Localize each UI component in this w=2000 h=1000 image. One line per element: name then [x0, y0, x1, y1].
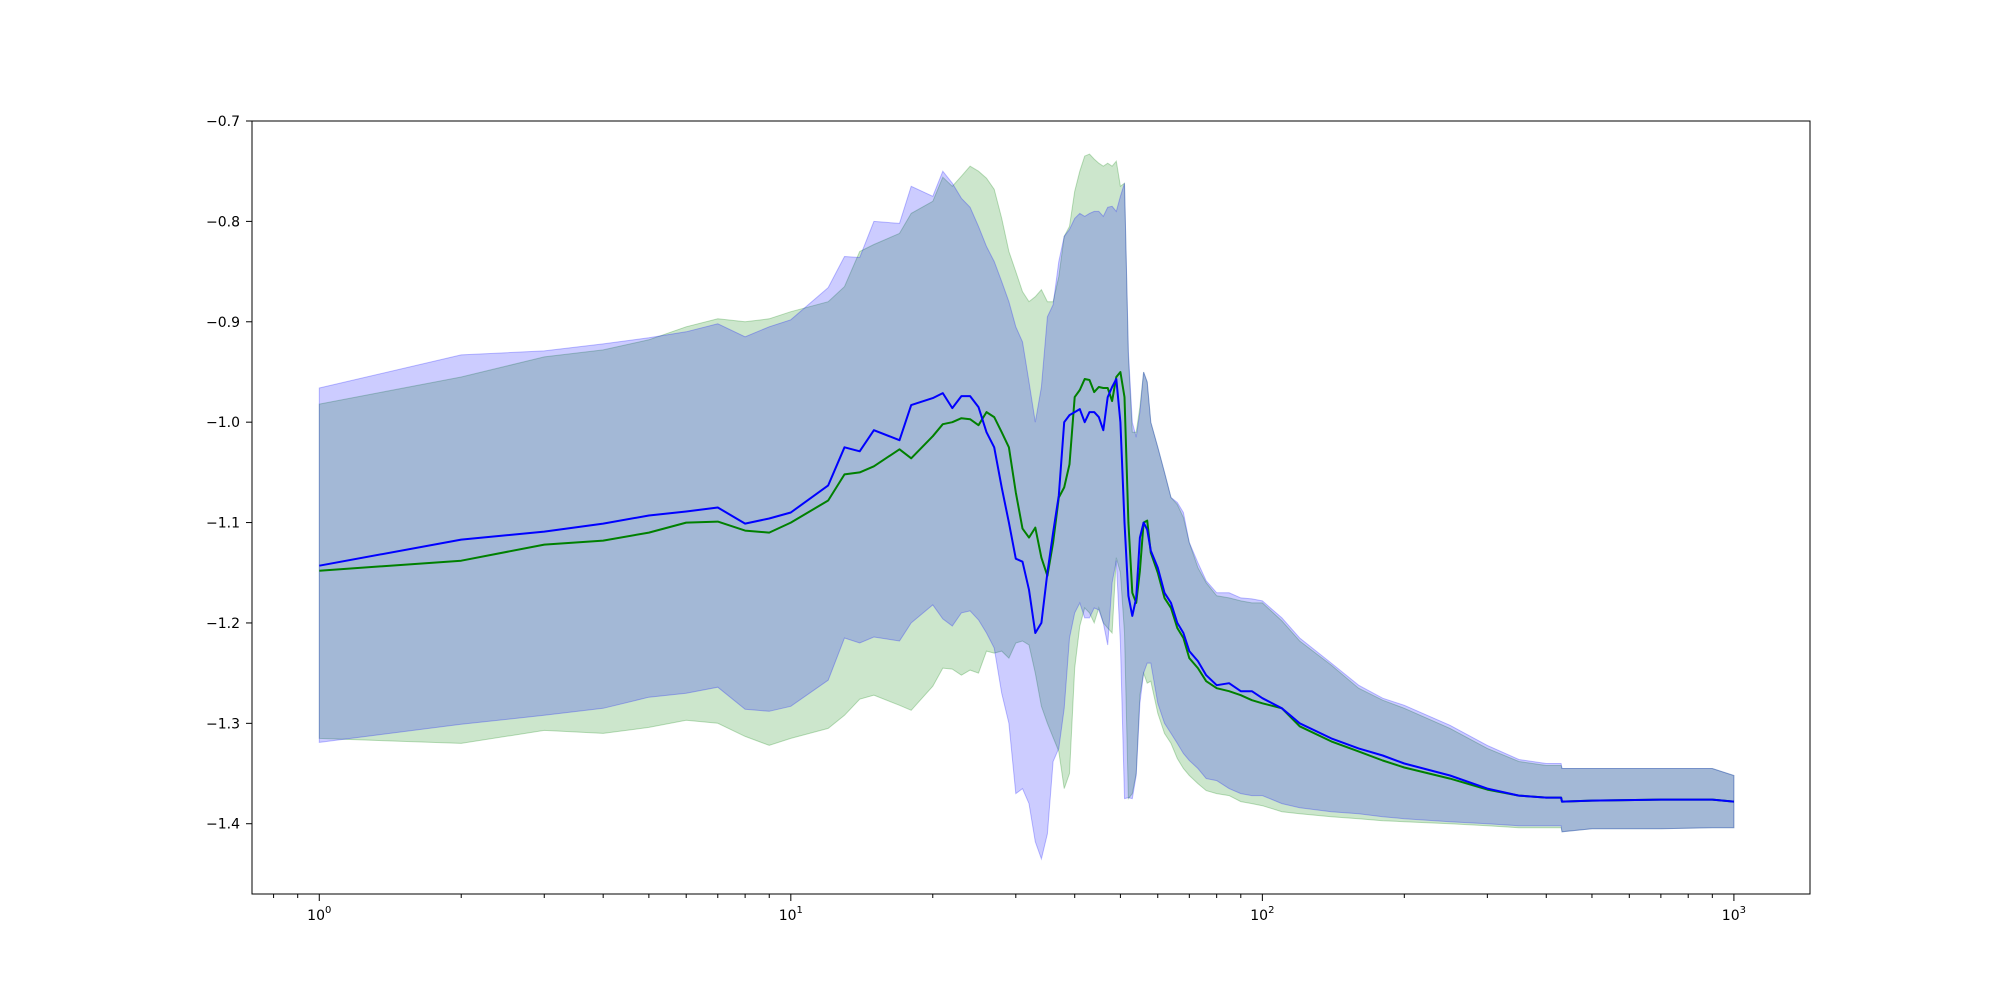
y-tick-label: −1.4 — [206, 817, 240, 833]
blue-mean-line — [319, 378, 1734, 803]
x-tick-label: 100 — [307, 905, 331, 924]
y-tick-label: −0.7 — [206, 114, 240, 130]
x-tick-label: 103 — [1722, 905, 1746, 924]
confidence-bands — [318, 153, 1735, 861]
blue-confidence-band — [318, 170, 1735, 861]
x-axis: 100 101 102 103 — [273, 894, 1746, 924]
mean-lines — [319, 371, 1734, 803]
x-tick-label: 101 — [779, 905, 803, 924]
y-tick-label: −1.0 — [206, 415, 240, 431]
green-mean-line — [319, 371, 1734, 803]
y-tick-label: −1.3 — [206, 716, 240, 732]
y-tick-label: −0.8 — [206, 214, 240, 230]
plot-frame — [251, 120, 1811, 895]
x-tick-label: 102 — [1250, 905, 1274, 924]
y-tick-label: −1.2 — [206, 616, 240, 632]
y-tick-label: −0.9 — [206, 315, 240, 331]
y-axis: −0.7 −0.8 −0.9 −1.0 −1.1 −1.2 −1.3 −1.4 — [206, 114, 252, 833]
green-confidence-band — [318, 153, 1735, 833]
y-tick-label: −1.1 — [206, 516, 240, 532]
